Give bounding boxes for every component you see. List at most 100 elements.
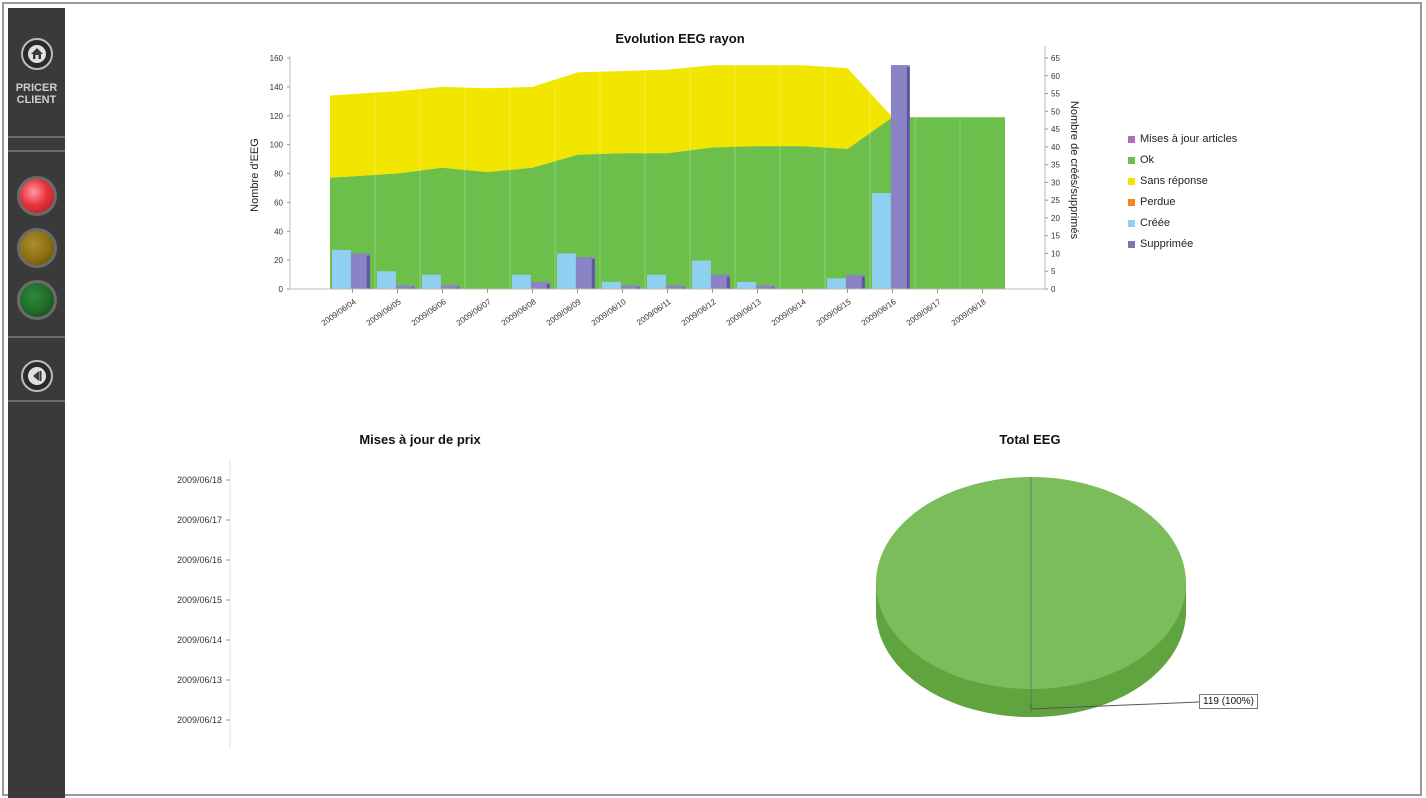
- home-icon: [28, 45, 46, 63]
- bar-supprimee: [710, 274, 730, 289]
- evolution-ylabel-left: Nombre d'EEG: [249, 138, 261, 212]
- series-area-ok: [330, 117, 1005, 289]
- legend-swatch: [1128, 240, 1135, 248]
- bar-creee: [602, 281, 621, 289]
- y-tick-label-left: 140: [270, 83, 284, 92]
- evolution-chart-title: Evolution EEG rayon: [615, 31, 745, 46]
- y-tick-label-right: 15: [1051, 232, 1060, 241]
- legend-swatch: [1128, 177, 1135, 185]
- y-tick-label-right: 45: [1051, 125, 1060, 134]
- y-tick-label-left: 120: [270, 112, 284, 121]
- bar-supprimee: [620, 285, 640, 289]
- bar-supprimee: [575, 257, 595, 289]
- bar-supprimee-shade: [366, 255, 370, 289]
- sidebar-divider: [8, 150, 65, 152]
- y-tick-label-right: 50: [1051, 107, 1060, 116]
- legend-item: Perdue: [1128, 196, 1175, 208]
- y-tick-label-left: 0: [279, 285, 284, 294]
- bar-creee: [377, 271, 396, 289]
- home-button[interactable]: [21, 38, 53, 70]
- status-light-yellow[interactable]: [17, 228, 57, 268]
- back-button[interactable]: [21, 360, 53, 392]
- bar-creee: [827, 278, 846, 289]
- evolution-chart: 0 20 40 60 80 100 120 140 160 0 5 10 15 20 25 30 35 40 45 5…: [249, 46, 1080, 328]
- bar-creee: [557, 253, 576, 289]
- prices-chart-title: Mises à jour de prix: [359, 432, 481, 447]
- legend-label: Mises à jour articles: [1140, 133, 1238, 145]
- sidebar-divider: [8, 136, 65, 138]
- prices-y-tick-label: 2009/06/14: [177, 635, 222, 645]
- x-tick-label: 2009/06/12: [680, 297, 718, 328]
- y-tick-label-right: 10: [1051, 249, 1060, 258]
- legend-item: Mises à jour articles: [1128, 133, 1237, 145]
- evolution-ylabel-right: Nombre de créés/supprimés: [1068, 101, 1080, 240]
- x-tick-label: 2009/06/18: [950, 297, 988, 328]
- y-tick-label-left: 160: [270, 54, 284, 63]
- x-tick-label: 2009/06/16: [860, 297, 898, 328]
- y-tick-label-left: 40: [274, 227, 283, 236]
- sidebar-divider: [8, 336, 65, 338]
- bar-supprimee: [665, 285, 685, 289]
- bar-supprimee: [530, 281, 550, 289]
- y-tick-label-right: 5: [1051, 267, 1056, 276]
- bar-supprimee: [395, 285, 415, 289]
- y-tick-label-right: 40: [1051, 143, 1060, 152]
- x-tick-label: 2009/06/07: [455, 297, 493, 328]
- bar-supprimee: [845, 274, 865, 289]
- legend-swatch: [1128, 198, 1135, 206]
- status-light-green[interactable]: [17, 280, 57, 320]
- prices-y-tick-label: 2009/06/12: [177, 715, 222, 725]
- x-tick-label: 2009/06/09: [545, 297, 583, 328]
- y-tick-label-left: 20: [274, 256, 283, 265]
- prices-chart: 2009/06/18 2009/06/17 2009/06/16 2009/06/15…: [177, 460, 231, 748]
- legend-swatch: [1128, 156, 1135, 164]
- brand-label-1: PRICER: [15, 82, 58, 94]
- bar-supprimee-shade: [636, 287, 640, 289]
- bar-creee: [422, 274, 441, 289]
- bar-creee: [332, 249, 351, 289]
- x-tick-label: 2009/06/13: [725, 297, 763, 328]
- x-tick-label: 2009/06/06: [410, 297, 448, 328]
- status-light-red[interactable]: [17, 176, 57, 216]
- x-tick-label: 2009/06/14: [770, 297, 808, 328]
- bar-creee: [737, 281, 756, 289]
- legend-swatch: [1128, 135, 1135, 143]
- bar-supprimee-shade: [591, 259, 595, 289]
- y-tick-label-left: 100: [270, 141, 284, 150]
- sidebar-divider: [8, 400, 65, 402]
- legend-label: Sans réponse: [1140, 175, 1208, 187]
- y-tick-label-right: 55: [1051, 90, 1060, 99]
- bar-creee: [872, 193, 891, 289]
- y-tick-label-right: 60: [1051, 72, 1060, 81]
- legend-label: Supprimée: [1140, 238, 1194, 250]
- legend-item: Créée: [1128, 217, 1170, 229]
- legend-swatch: [1128, 219, 1135, 227]
- brand-label-2: CLIENT: [16, 94, 57, 106]
- x-tick-label: 2009/06/05: [365, 297, 403, 328]
- legend-item: Sans réponse: [1128, 175, 1208, 187]
- bar-supprimee-shade: [411, 287, 415, 289]
- prices-y-tick-label: 2009/06/17: [177, 515, 222, 525]
- prices-y-tick-label: 2009/06/15: [177, 595, 222, 605]
- x-tick-label: 2009/06/15: [815, 297, 853, 328]
- prices-y-tick-label: 2009/06/16: [177, 555, 222, 565]
- x-tick-label: 2009/06/17: [905, 297, 943, 328]
- bar-supprimee: [890, 65, 910, 289]
- legend-item: Supprimée: [1128, 238, 1193, 250]
- back-icon: [28, 367, 46, 385]
- x-tick-label: 2009/06/10: [590, 297, 628, 328]
- y-tick-label-right: 30: [1051, 178, 1060, 187]
- y-tick-label-left: 60: [274, 198, 283, 207]
- bar-creee: [512, 274, 531, 289]
- bar-supprimee-shade: [546, 283, 550, 289]
- legend-label: Ok: [1140, 154, 1155, 166]
- y-tick-label-right: 35: [1051, 161, 1060, 170]
- bar-supprimee: [440, 285, 460, 289]
- y-tick-label-right: 65: [1051, 54, 1060, 63]
- y-tick-label-right: 25: [1051, 196, 1060, 205]
- series-area-sans-reponse: [330, 65, 1005, 178]
- bar-creee: [692, 260, 711, 289]
- y-tick-label-right: 20: [1051, 214, 1060, 223]
- bar-supprimee: [350, 253, 370, 289]
- sidebar: PRICER CLIENT: [8, 8, 65, 798]
